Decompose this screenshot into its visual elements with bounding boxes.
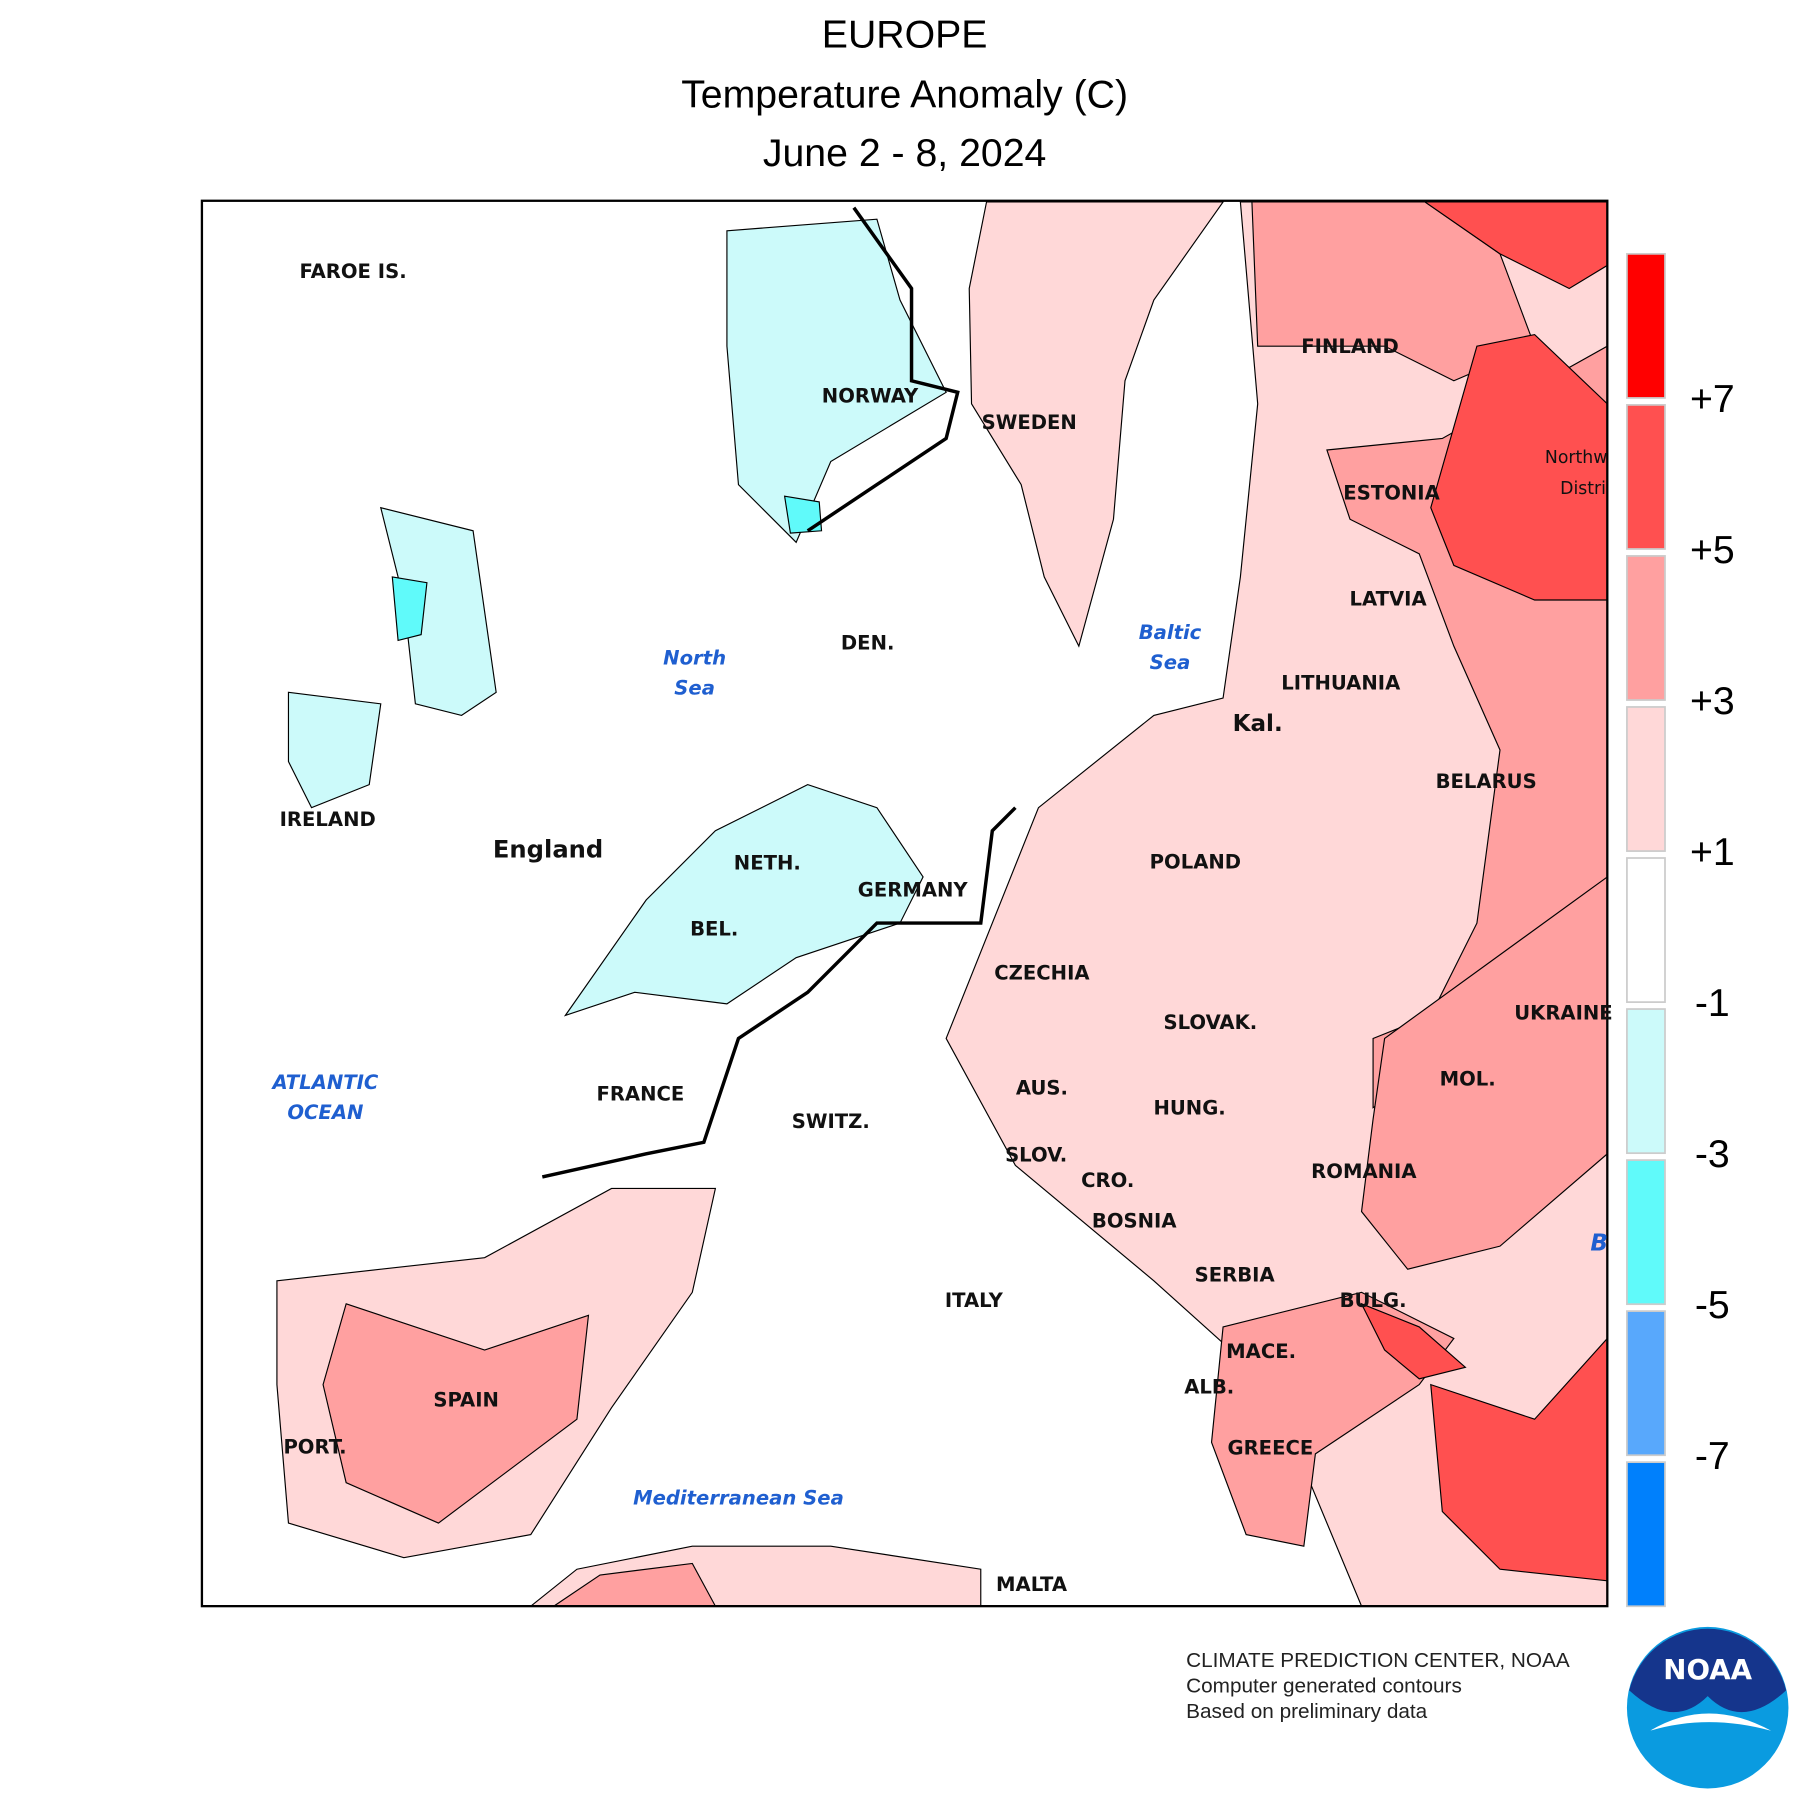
water-label: Sea — [1150, 651, 1191, 674]
place-label: FAROE IS. — [299, 260, 406, 283]
place-label: IRELAND — [280, 808, 376, 831]
place-label: PORT. — [283, 1436, 346, 1459]
place-label: UKRAINE — [1514, 1002, 1613, 1025]
place-label: GERMANY — [858, 878, 969, 901]
legend-swatch — [1626, 1159, 1666, 1306]
legend-label: -7 — [1695, 1434, 1730, 1478]
place-label: AUS. — [1016, 1077, 1068, 1100]
place-label: BELARUS — [1436, 770, 1537, 793]
place-label: England — [493, 835, 603, 863]
place-label: MACE. — [1226, 1340, 1296, 1363]
place-label: SPAIN — [433, 1388, 499, 1411]
place-label: MOL. — [1440, 1068, 1496, 1091]
legend-label: +1 — [1690, 830, 1735, 874]
place-label: ROMANIA — [1311, 1160, 1417, 1183]
place-label: FRANCE — [596, 1083, 684, 1106]
legend: +7 +5 +3 +1 -1 -3 -5 -7 — [1626, 252, 1735, 1608]
legend-label: +7 — [1690, 377, 1735, 421]
place-label: FINLAND — [1301, 335, 1398, 358]
place-label: HUNG. — [1153, 1096, 1225, 1119]
map-frame — [200, 199, 1609, 1608]
legend-swatch — [1626, 706, 1666, 852]
legend-swatch — [1626, 555, 1666, 701]
place-label: LITHUANIA — [1281, 672, 1401, 695]
place-label: CZECHIA — [994, 961, 1090, 984]
place-label: ALB. — [1184, 1376, 1234, 1399]
place-label: BOSNIA — [1092, 1209, 1177, 1232]
anomaly-region — [287, 691, 382, 809]
water-label: B — [1590, 1230, 1608, 1256]
place-label: SWITZ. — [792, 1110, 870, 1133]
title: EUROPE — [822, 12, 988, 56]
legend-swatch — [1626, 857, 1666, 1003]
water-label: Baltic — [1139, 621, 1202, 644]
anomaly-region — [391, 576, 428, 642]
place-label: CRO. — [1081, 1169, 1134, 1192]
legend-swatch — [1626, 1461, 1666, 1608]
place-label: BEL. — [690, 918, 738, 941]
subtitle: Temperature Anomaly (C) — [681, 72, 1128, 116]
place-label: DEN. — [841, 631, 895, 654]
place-label: Kal. — [1233, 711, 1283, 737]
contour — [806, 206, 960, 533]
anomaly-region — [968, 201, 1225, 648]
anomaly-region — [783, 495, 823, 534]
legend-swatch — [1626, 404, 1666, 550]
place-label: MALTA — [996, 1573, 1068, 1596]
anomaly-region — [1430, 333, 1608, 601]
credit: CLIMATE PREDICTION CENTER, NOAA — [1186, 1649, 1570, 1672]
anomaly-region — [726, 218, 947, 544]
credit: Computer generated contours — [1186, 1674, 1462, 1697]
anomaly-region — [1430, 1337, 1608, 1582]
period: June 2 - 8, 2024 — [763, 131, 1046, 175]
contour — [541, 806, 1017, 1179]
place-label: NETH. — [734, 852, 801, 875]
water-label: ATLANTIC — [270, 1071, 378, 1094]
noaa-logo: NOAA — [1626, 1626, 1789, 1789]
place-label: LATVIA — [1349, 588, 1427, 611]
place-label: NORWAY — [822, 384, 919, 407]
place-label: Northw — [1545, 448, 1608, 468]
anomaly-region — [322, 1303, 590, 1524]
anomaly-region — [563, 783, 924, 1017]
place-label: ITALY — [945, 1289, 1004, 1312]
anomaly-region — [1360, 876, 1608, 1270]
legend-label: +5 — [1690, 528, 1735, 572]
legend-swatch — [1626, 1008, 1666, 1155]
water-label: OCEAN — [287, 1101, 363, 1124]
place-label: SWEDEN — [982, 411, 1077, 434]
place-label: GREECE — [1227, 1437, 1313, 1460]
place-label: SLOV. — [1005, 1144, 1067, 1167]
water-label: North — [663, 646, 726, 669]
water-label: Mediterranean Sea — [633, 1486, 844, 1509]
place-label: SLOVAK. — [1164, 1011, 1258, 1034]
place-label: SERBIA — [1195, 1264, 1276, 1287]
place-label: ESTONIA — [1343, 481, 1440, 504]
legend-label: -3 — [1695, 1132, 1730, 1176]
place-label: BULG. — [1340, 1289, 1407, 1312]
legend-label: +3 — [1690, 679, 1735, 723]
water-label: Sea — [674, 676, 715, 699]
legend-label: -1 — [1695, 981, 1730, 1025]
map: FAROE IS. NORWAY SWEDEN FINLAND ESTONIA … — [200, 199, 1613, 1608]
legend-swatch — [1626, 252, 1666, 399]
place-label: POLAND — [1150, 851, 1241, 874]
anomaly-region — [1360, 1302, 1467, 1380]
logo-text: NOAA — [1663, 1653, 1752, 1686]
credit: Based on preliminary data — [1186, 1700, 1428, 1723]
legend-swatch — [1626, 1310, 1666, 1457]
place-label: Distri — [1560, 479, 1606, 499]
legend-label: -5 — [1695, 1283, 1730, 1327]
anomaly-region — [552, 1562, 717, 1607]
